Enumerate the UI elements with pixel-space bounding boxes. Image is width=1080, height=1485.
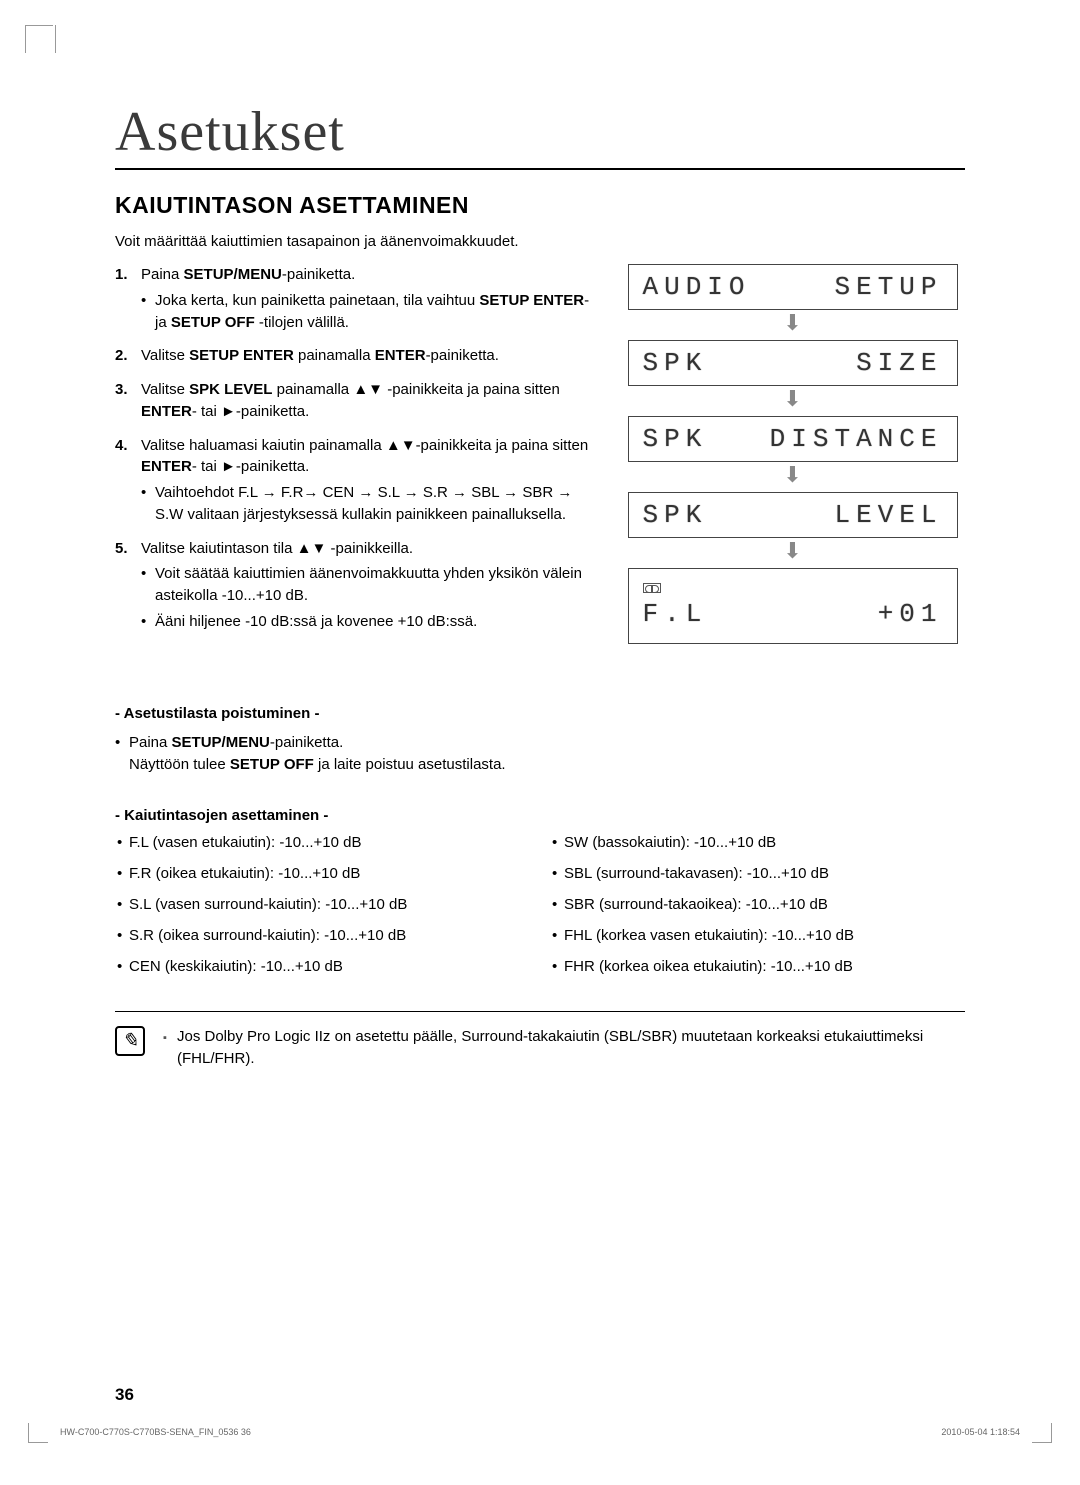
page-number: 36 — [115, 1385, 134, 1405]
level-item: CEN (keskikaiutin): -10...+10 dB — [115, 958, 530, 975]
flow-arrow-icon: ⬇ — [783, 388, 801, 410]
step-4: Valitse haluamasi kaiutin painamalla ▲▼-… — [115, 435, 590, 526]
level-item: SBL (surround-takavasen): -10...+10 dB — [550, 865, 965, 882]
lcd-flow: AUDIO SETUP ⬇ SPK SIZE ⬇ SPK DISTANCE ⬇ … — [620, 264, 965, 644]
level-item: FHL (korkea vasen etukaiutin): -10...+10… — [550, 927, 965, 944]
level-item: F.R (oikea etukaiutin): -10...+10 dB — [115, 865, 530, 882]
step-1: Paina SETUP/MENU-painiketta. Joka kerta,… — [115, 264, 590, 333]
step-5-sub2: Ääni hiljenee -10 dB:ssä ja kovenee +10 … — [141, 611, 590, 633]
level-item: FHR (korkea oikea etukaiutin): -10...+10… — [550, 958, 965, 975]
footer-timestamp: 2010-05-04 1:18:54 — [941, 1427, 1020, 1437]
flow-arrow-icon: ⬇ — [783, 540, 801, 562]
dolby-icon — [643, 583, 943, 599]
level-item: SBR (surround-takaoikea): -10...+10 dB — [550, 896, 965, 913]
page-title: Asetukset — [115, 100, 965, 170]
level-item: SW (bassokaiutin): -10...+10 dB — [550, 834, 965, 851]
flow-arrow-icon: ⬇ — [783, 312, 801, 334]
levels-grid: F.L (vasen etukaiutin): -10...+10 dB SW … — [115, 834, 965, 975]
exit-item: Paina SETUP/MENU-painiketta. Näyttöön tu… — [115, 732, 965, 777]
step-1-sub: Joka kerta, kun painiketta painetaan, ti… — [141, 290, 590, 334]
lcd-audio-setup: AUDIO SETUP — [628, 264, 958, 310]
flow-arrow-icon: ⬇ — [783, 464, 801, 486]
lcd-spk-distance: SPK DISTANCE — [628, 416, 958, 462]
step-list: Paina SETUP/MENU-painiketta. Joka kerta,… — [115, 264, 590, 633]
note-block: ✎ Jos Dolby Pro Logic IIz on asetettu pä… — [115, 1011, 965, 1071]
main-columns: Paina SETUP/MENU-painiketta. Joka kerta,… — [115, 264, 965, 645]
lcd-fl-value: F.L +01 — [628, 568, 958, 644]
exit-heading: - Asetustilasta poistuminen - — [115, 705, 965, 722]
page-content: Asetukset KAIUTINTASON ASETTAMINEN Voit … — [0, 0, 1080, 1485]
step-2: Valitse SETUP ENTER painamalla ENTER-pai… — [115, 345, 590, 367]
level-item: F.L (vasen etukaiutin): -10...+10 dB — [115, 834, 530, 851]
note-text: Jos Dolby Pro Logic IIz on asetettu pääl… — [163, 1026, 965, 1071]
step-4-sub: Vaihtoehdot F.L → F.R→ CEN → S.L → S.R →… — [141, 482, 590, 526]
footer-filename: HW-C700-C770S-C770BS-SENA_FIN_0536 36 — [60, 1427, 251, 1437]
levels-heading: - Kaiutintasojen asettaminen - — [115, 807, 965, 824]
exit-list: Paina SETUP/MENU-painiketta. Näyttöön tu… — [115, 732, 965, 777]
level-item: S.R (oikea surround-kaiutin): -10...+10 … — [115, 927, 530, 944]
step-3: Valitse SPK LEVEL painamalla ▲▼ -painikk… — [115, 379, 590, 423]
instructions-column: Paina SETUP/MENU-painiketta. Joka kerta,… — [115, 264, 590, 645]
note-icon: ✎ — [115, 1026, 145, 1056]
section-heading: KAIUTINTASON ASETTAMINEN — [115, 192, 965, 219]
step-5-sub1: Voit säätää kaiuttimien äänenvoimakkuutt… — [141, 563, 590, 607]
intro-text: Voit määrittää kaiuttimien tasapainon ja… — [115, 233, 965, 250]
level-item: S.L (vasen surround-kaiutin): -10...+10 … — [115, 896, 530, 913]
lcd-spk-level: SPK LEVEL — [628, 492, 958, 538]
step-5: Valitse kaiutintason tila ▲▼ -painikkeil… — [115, 538, 590, 633]
lcd-spk-size: SPK SIZE — [628, 340, 958, 386]
lcd-column: AUDIO SETUP ⬇ SPK SIZE ⬇ SPK DISTANCE ⬇ … — [620, 264, 965, 645]
